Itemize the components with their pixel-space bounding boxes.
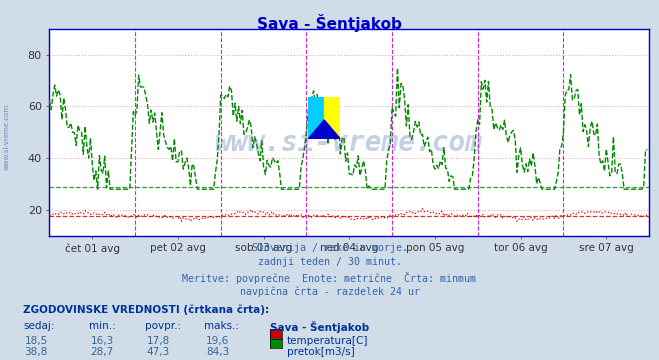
Text: 19,6: 19,6 [206,336,229,346]
Text: min.:: min.: [89,321,116,332]
Text: 38,8: 38,8 [24,347,48,357]
Text: pretok[m3/s]: pretok[m3/s] [287,347,355,357]
Text: 17,8: 17,8 [146,336,170,346]
Text: zadnji teden / 30 minut.: zadnji teden / 30 minut. [258,257,401,267]
Text: sedaj:: sedaj: [23,321,55,332]
Text: Sava - Šentjakob: Sava - Šentjakob [270,321,370,333]
Text: 16,3: 16,3 [90,336,114,346]
Text: 47,3: 47,3 [146,347,170,357]
Text: maks.:: maks.: [204,321,239,332]
Text: www.si-vreme.com: www.si-vreme.com [215,129,483,157]
Text: povpr.:: povpr.: [145,321,181,332]
Polygon shape [324,97,340,139]
Text: 28,7: 28,7 [90,347,114,357]
Text: temperatura[C]: temperatura[C] [287,336,368,346]
Text: Meritve: povprečne  Enote: metrične  Črta: minmum: Meritve: povprečne Enote: metrične Črta:… [183,272,476,284]
Text: ZGODOVINSKE VREDNOSTI (črtkana črta):: ZGODOVINSKE VREDNOSTI (črtkana črta): [23,304,269,315]
Text: www.si-vreme.com: www.si-vreme.com [3,104,10,170]
Text: Sava - Šentjakob: Sava - Šentjakob [257,14,402,32]
Polygon shape [308,120,340,139]
Text: 84,3: 84,3 [206,347,229,357]
Text: Slovenija / reke in morje.: Slovenija / reke in morje. [252,243,407,253]
Text: 18,5: 18,5 [24,336,48,346]
Text: navpična črta - razdelek 24 ur: navpična črta - razdelek 24 ur [239,286,420,297]
Polygon shape [308,97,324,139]
